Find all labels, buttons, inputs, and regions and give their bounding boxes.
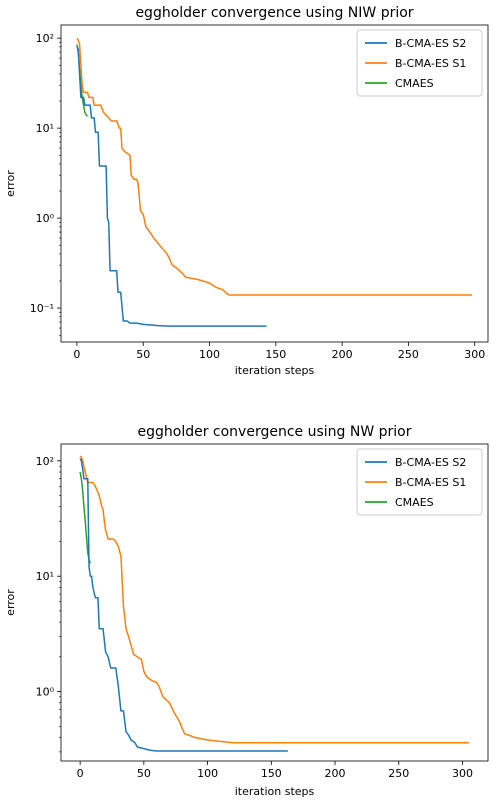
x-tick-label: 300 (464, 348, 485, 361)
x-tick-label: 300 (452, 767, 473, 780)
x-tick-label: 250 (388, 767, 409, 780)
x-tick-label: 150 (261, 767, 282, 780)
x-tick-label: 250 (398, 348, 419, 361)
plot-frame (60, 443, 489, 762)
legend-entry: B-CMA-ES S1 (395, 57, 466, 70)
legend: B-CMA-ES S2 B-CMA-ES S1 CMAES (356, 448, 483, 516)
y-tick-label: 10² (36, 455, 54, 468)
y-tick-label: 10¹ (36, 122, 54, 135)
chart-title: eggholder convergence using NIW prior (135, 5, 413, 21)
x-tick-label: 150 (265, 348, 286, 361)
x-tick-label: 50 (136, 348, 150, 361)
x-tick-label: 200 (325, 767, 346, 780)
axis-ticks: 0 50 100 150 200 250 300 10² 10¹ 10⁰ (36, 455, 473, 780)
legend: B-CMA-ES S2 B-CMA-ES S1 CMAES (356, 29, 483, 97)
legend-entry: B-CMA-ES S2 (395, 456, 466, 469)
y-tick-label: 10⁰ (36, 686, 55, 699)
series-line-0 (76, 46, 267, 327)
x-tick-label: 0 (73, 348, 80, 361)
series-lines (79, 455, 469, 752)
x-axis-label: iteration steps (235, 785, 315, 798)
x-axis-label: iteration steps (235, 364, 315, 377)
series-line-1 (76, 37, 473, 296)
plot-frame (60, 24, 489, 343)
legend-box (356, 448, 483, 516)
axis-ticks: 0 50 100 150 200 250 300 10² 10¹ 10⁰ 10⁻¹ (30, 32, 485, 361)
x-tick-label: 100 (197, 767, 218, 780)
series-line-1 (79, 455, 469, 744)
legend-entry: CMAES (395, 496, 434, 509)
y-tick-label: 10⁰ (36, 212, 55, 225)
series-line-0 (79, 458, 288, 752)
legend-entry: B-CMA-ES S1 (395, 476, 466, 489)
legend-entry: CMAES (395, 77, 434, 90)
y-axis-label: error (4, 589, 17, 616)
x-tick-label: 100 (199, 348, 220, 361)
chart-niw-prior: eggholder convergence using NIW prior it… (4, 5, 489, 377)
y-axis-label: error (4, 170, 17, 197)
series-lines (76, 37, 473, 327)
y-tick-label: 10² (36, 32, 54, 45)
legend-entry: B-CMA-ES S2 (395, 37, 466, 50)
x-tick-label: 200 (332, 348, 353, 361)
x-tick-label: 50 (137, 767, 151, 780)
chart-nw-prior: eggholder convergence using NW prior ite… (4, 424, 489, 798)
legend-box (356, 29, 483, 97)
y-tick-label: 10⁻¹ (30, 302, 54, 315)
x-tick-label: 0 (77, 767, 84, 780)
chart-title: eggholder convergence using NW prior (138, 424, 412, 440)
y-tick-label: 10¹ (36, 570, 54, 583)
